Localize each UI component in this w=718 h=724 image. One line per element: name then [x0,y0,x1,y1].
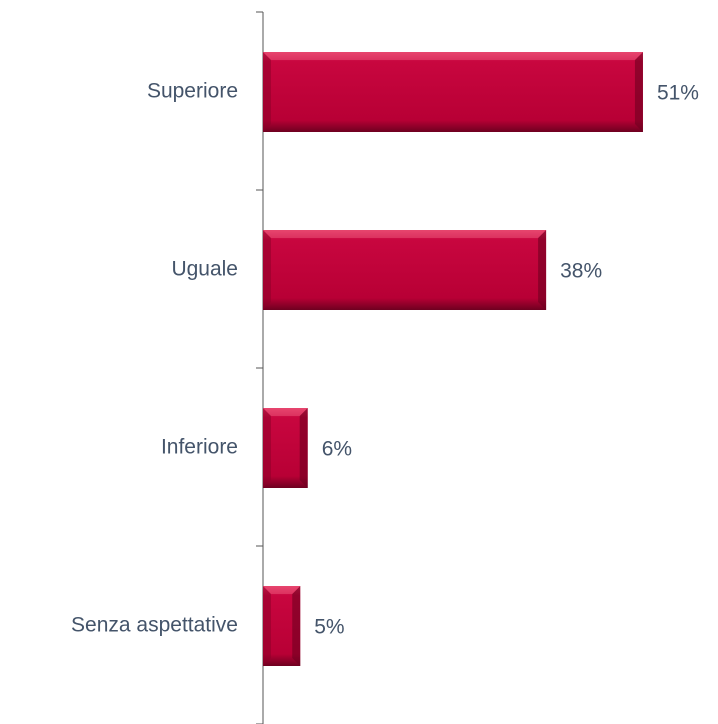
bar-bevel-right [634,52,643,132]
value-label: 6% [322,438,352,461]
y-tick-label: Senza aspettative [71,614,238,637]
value-label: 51% [657,82,699,105]
bar-bevel-top [263,230,547,238]
bar [263,52,643,132]
bar-bevel-right [292,586,301,666]
bar-bevel-top [263,408,308,416]
bar-bevel-left [263,230,271,310]
y-tick-label: Superiore [147,80,238,103]
y-tick-label: Uguale [171,258,238,281]
bar [263,230,547,310]
bar-bevel-left [263,586,271,666]
bar-bevel-top [263,52,643,60]
bar-bevel-top [263,586,301,594]
bar-bevel-right [299,408,308,488]
value-label: 38% [560,260,602,283]
value-label: 5% [314,616,344,639]
bar-bevel-left [263,408,271,488]
y-tick-label: Inferiore [161,436,238,459]
bar-bevel-right [538,230,547,310]
bar-bevel-left [263,52,271,132]
